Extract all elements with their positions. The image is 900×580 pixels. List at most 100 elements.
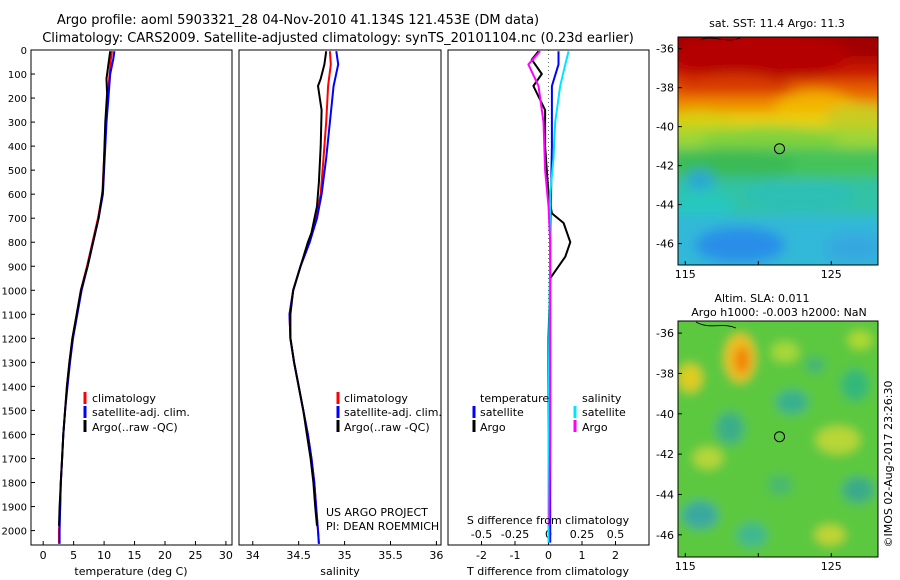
temperature-plot-frame [30,49,233,546]
depth-tick-label: 1100 [2,310,27,321]
legend-group-temperature: temperature [480,392,549,405]
depth-tick-label: 1800 [2,479,27,490]
x-tick-label: 0 [545,549,552,562]
t-difference-x-axis: -2 -1 0 1 2 [476,541,619,562]
legend-label-climatology: climatology [92,392,156,405]
salinity-x-label: salinity [320,565,360,578]
map-lon-tick-label: 125 [821,560,842,573]
salinity-profile-lines [288,51,340,544]
salinity-x-axis: 34 34.5 35 35.5 36 [246,541,443,562]
depth-tick-label: 2000 [2,527,27,538]
sst-map-panel: sat. SST: 11.4 Argo: 11.3 [656,17,879,281]
x-tick-label: 10 [97,549,111,562]
difference-legend: temperature satellite Argo salinity sate… [472,392,626,434]
depth-tick-label: 900 [8,262,27,273]
sla-map-subtitle: Argo h1000: -0.003 h2000: NaN [691,306,867,319]
sla-argo-location-marker [774,431,785,443]
x-tick-label: 1 [579,549,586,562]
x-tick-label: 34 [246,549,260,562]
s-difference-tick-label: 0.5 [607,528,625,541]
map-lon-tick-label: 115 [675,268,696,281]
temperature-legend: climatology satellite-adj. clim. Argo(..… [83,392,190,434]
series-line-argo-raw-qc- [289,51,328,526]
sla-map-frame [677,320,879,558]
x-tick-label: 20 [158,549,172,562]
x-tick-label: 35 [338,549,352,562]
footer-timestamp: ©IMOS 02-Aug-2017 23:26:30 [882,381,895,548]
series-line-climatology [288,51,332,544]
salinity-legend: climatology satellite-adj. clim. Argo(..… [336,392,442,434]
x-tick-label: 25 [188,549,202,562]
map-lat-tick-label: -36 [656,327,674,340]
salinity-panel: 34 34.5 35 35.5 36 climatology satellite-adj… [238,49,443,578]
series-line-climatology [58,51,113,544]
legend-group-salinity: salinity [582,392,622,405]
sst-map-frame [677,36,879,266]
s-difference-tick-label: -0.25 [501,528,529,541]
x-tick-label: -2 [476,549,487,562]
map-lat-tick-label: -44 [656,199,674,212]
sst-argo-location-marker [774,143,785,155]
depth-tick-label: 800 [8,238,27,249]
depth-tick-label: 1700 [2,454,27,465]
t-difference-x-label: T difference from climatology [466,565,629,578]
legend-label-satellite: satellite-adj. clim. [92,406,190,419]
depth-tick-label: 200 [8,94,27,105]
map-lat-tick-label: -38 [656,367,674,380]
x-tick-label: 15 [128,549,142,562]
x-tick-label: 2 [612,549,619,562]
legend-label-argo: Argo(..raw -QC) [92,421,178,434]
depth-tick-label: 1500 [2,406,27,417]
legend-label-t-argo: Argo [480,421,506,434]
x-tick-label: 34.5 [286,549,311,562]
sst-map-axes: 115 125 -36 -38 -40 -42 -44 -46 [656,43,842,281]
project-annotation: US ARGO PROJECT [326,506,428,519]
temperature-panel: 0100200300400500600700800900100011001200… [2,46,233,578]
map-lon-tick-label: 125 [821,268,842,281]
s-difference-tick-label: 0.25 [570,528,595,541]
sla-heatmap [678,321,878,557]
legend-label-s-satellite: satellite [582,406,626,419]
depth-tick-label: 400 [8,142,27,153]
map-lat-tick-label: -40 [656,121,674,134]
header-title-line2: Climatology: CARS2009. Satellite-adjuste… [42,31,634,46]
depth-tick-label: 1300 [2,358,27,369]
sla-map-panel: Altim. SLA: 0.011 Argo h1000: -0.003 h20… [656,292,879,573]
x-tick-label: 5 [70,549,77,562]
depth-tick-label: 300 [8,118,27,129]
legend-label-argo: Argo(..raw -QC) [344,421,430,434]
series-line-s-satellite [547,50,570,543]
map-lat-tick-label: -42 [656,160,674,173]
x-tick-label: 36 [429,549,443,562]
map-lon-tick-label: 115 [675,560,696,573]
map-lat-tick-label: -40 [656,408,674,421]
s-difference-tick-label: -0.5 [471,528,492,541]
x-tick-label: 30 [219,549,233,562]
x-tick-label: -1 [510,549,521,562]
sst-map-title: sat. SST: 11.4 Argo: 11.3 [709,17,845,30]
salinity-plot-frame [238,49,442,546]
header-title-line1: Argo profile: aoml 5903321_28 04-Nov-201… [57,13,539,28]
temperature-x-label: temperature (deg C) [74,565,187,578]
legend-label-s-argo: Argo [582,421,608,434]
temperature-x-axis: 0 5 10 15 20 25 30 [40,541,233,562]
legend-label-climatology: climatology [344,392,408,405]
s-difference-label: S difference from climatology [467,514,630,527]
map-lat-tick-label: -36 [656,43,674,56]
map-lat-tick-label: -46 [656,529,674,542]
depth-tick-label: 1000 [2,286,27,297]
depth-tick-label: 700 [8,214,27,225]
depth-tick-label: 500 [8,166,27,177]
map-lat-tick-label: -38 [656,82,674,95]
depth-axis: 0 100 200 300 400 500 600 700 800 900 1000 1100 1200… [2,46,35,538]
x-tick-label: 0 [40,549,47,562]
series-line-s-argo [527,50,552,526]
depth-tick-label: 600 [8,190,27,201]
depth-tick-label: 1400 [2,382,27,393]
sla-map-axes: 115 125 -36 -38 -40 -42 -44 -46 [656,327,842,573]
map-lat-tick-label: -44 [656,488,674,501]
map-lat-tick-label: -42 [656,448,674,461]
temperature-profile-lines [58,51,116,544]
series-line-satellite-adj-clim- [288,51,340,544]
